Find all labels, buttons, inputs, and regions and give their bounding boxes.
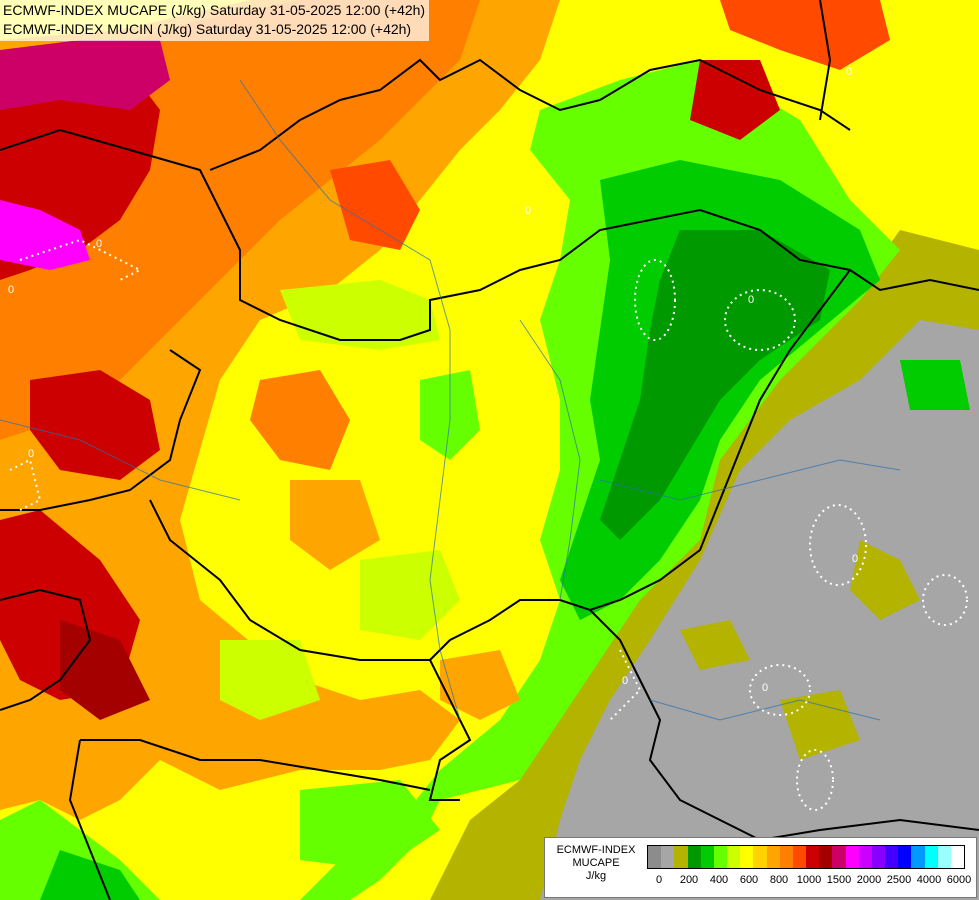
legend-swatch	[832, 846, 846, 868]
legend-swatch	[674, 846, 688, 868]
legend-swatch	[806, 846, 820, 868]
warm-region	[0, 0, 890, 820]
legend-swatch	[819, 846, 833, 868]
legend-label-model: ECMWF-INDEX	[556, 844, 636, 856]
legend-swatch	[740, 846, 754, 868]
legend-tick-label: 800	[769, 874, 789, 886]
rivers	[0, 79, 901, 721]
legend-swatch	[753, 846, 767, 868]
mucin-label: 0	[622, 675, 629, 687]
legend-tick-label: 600	[739, 874, 759, 886]
legend-tick-label: 2500	[886, 874, 912, 886]
mucin-contours	[9, 238, 968, 811]
title-line-mucape: ECMWF-INDEX MUCAPE (J/kg) Saturday 31-05…	[3, 2, 426, 18]
legend-tick-label: 200	[679, 874, 699, 886]
color-legend: ECMWF-INDEX MUCAPE J/kg 0 200 400 600 800 100…	[544, 837, 977, 898]
legend-swatch	[885, 846, 899, 868]
legend-swatch	[845, 846, 859, 868]
legend-swatch	[792, 846, 807, 868]
legend-tick-label: 0	[655, 874, 663, 886]
legend-swatch	[950, 846, 965, 868]
legend-ticks: 0 200 400 600 800 1000 1500 2000 2500 4000 6000	[643, 874, 973, 888]
legend-tick-label: 400	[709, 874, 729, 886]
legend-label-parameter: MUCAPE	[572, 857, 620, 869]
legend-swatch	[727, 846, 741, 868]
legend-swatch	[911, 846, 925, 868]
mucin-label: 0	[96, 238, 103, 250]
map-title: ECMWF-INDEX MUCAPE (J/kg) Saturday 31-05…	[0, 0, 430, 41]
legend-swatch	[687, 846, 701, 868]
mucin-label: 0	[762, 682, 769, 694]
legend-tick-label: 1000	[796, 874, 822, 886]
legend-swatch	[661, 846, 675, 868]
legend-tick-label: 2000	[856, 874, 882, 886]
mucin-label: 0	[852, 553, 859, 565]
legend-swatches	[647, 845, 965, 869]
mucin-label: 0	[846, 66, 853, 78]
legend-tick-label: 4000	[916, 874, 942, 886]
legend-swatch	[700, 846, 714, 868]
legend-swatch	[766, 846, 780, 868]
mucin-label: 0	[8, 284, 15, 296]
legend-swatch	[871, 846, 886, 868]
legend-label-unit: J/kg	[585, 870, 607, 882]
legend-swatch	[937, 846, 951, 868]
legend-tick-label: 6000	[946, 874, 972, 886]
legend-swatch	[924, 846, 938, 868]
mucin-label: 0	[525, 205, 532, 217]
mucin-label: 0	[28, 448, 35, 460]
legend-swatch	[713, 846, 728, 868]
legend-swatch	[779, 846, 793, 868]
legend-swatch	[858, 846, 872, 868]
title-line-mucin: ECMWF-INDEX MUCIN (J/kg) Saturday 31-05-…	[3, 21, 412, 37]
mucin-label: 0	[748, 294, 755, 306]
legend-label: ECMWF-INDEX MUCAPE J/kg	[549, 844, 643, 883]
legend-swatch	[898, 846, 912, 868]
legend-tick-label: 1500	[826, 874, 852, 886]
legend-swatch	[648, 846, 662, 868]
